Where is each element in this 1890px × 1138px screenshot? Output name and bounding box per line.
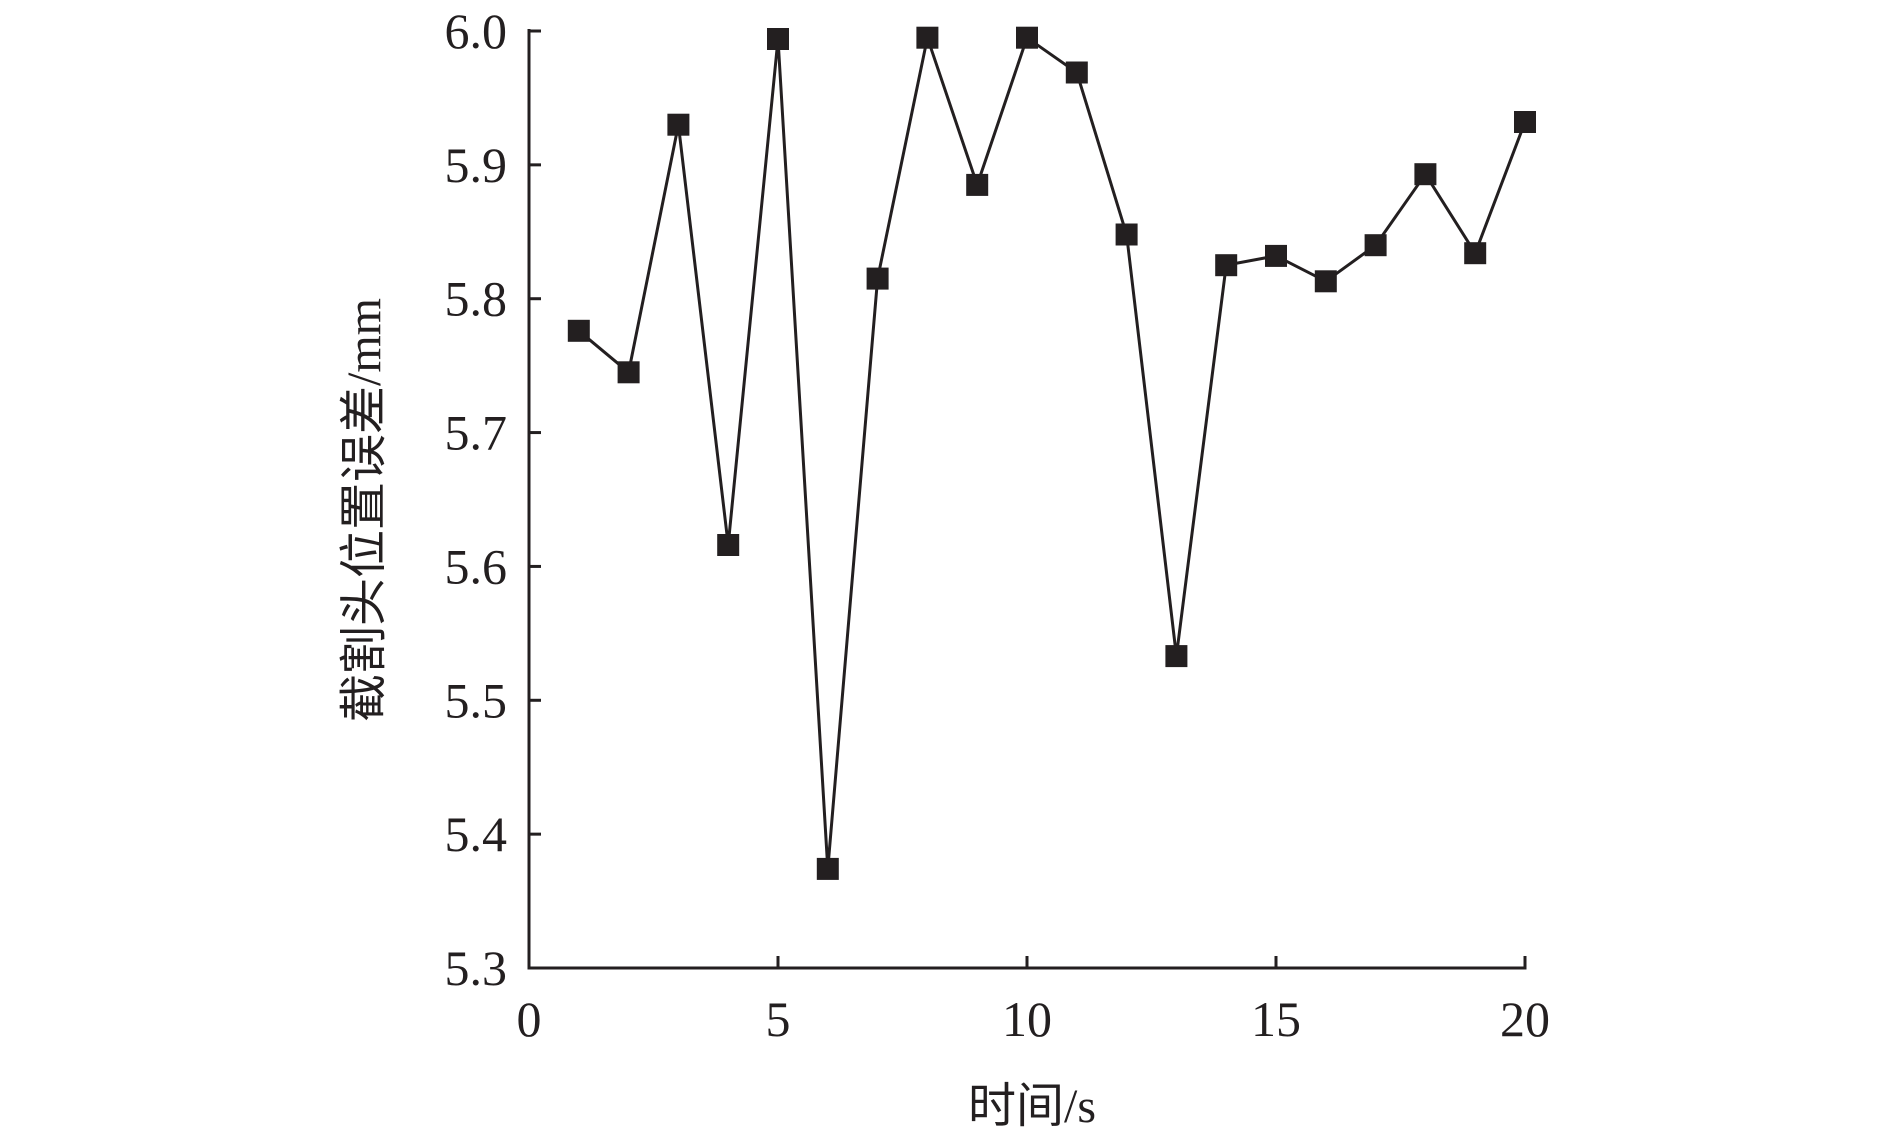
x-axis-title: 时间/s bbox=[968, 1080, 1096, 1133]
x-tick-label: 5 bbox=[766, 991, 791, 1047]
data-point bbox=[916, 26, 939, 49]
x-tick-label: 15 bbox=[1251, 991, 1301, 1047]
data-point bbox=[966, 173, 989, 196]
data-point bbox=[1364, 234, 1387, 257]
data-point bbox=[767, 28, 789, 50]
data-point bbox=[816, 857, 839, 880]
x-tick-label: 20 bbox=[1500, 991, 1550, 1047]
series-layer bbox=[567, 26, 1536, 880]
x-tick-label: 0 bbox=[517, 991, 542, 1047]
y-tick-label: 5.5 bbox=[445, 672, 508, 728]
y-tick-label: 6.0 bbox=[445, 3, 508, 59]
data-point bbox=[1115, 223, 1138, 246]
data-point bbox=[667, 113, 690, 136]
data-point bbox=[1464, 242, 1487, 265]
y-tick-label: 5.7 bbox=[445, 405, 508, 461]
axes: 5.3 5.4 5.5 5.6 5.7 5.8 5.9 6.0 0 5 10 15 20 bbox=[445, 3, 1551, 1047]
y-tick-label: 5.6 bbox=[445, 538, 508, 594]
y-tick-label: 5.9 bbox=[445, 137, 508, 193]
y-tick-label: 5.3 bbox=[445, 940, 508, 996]
x-tick-label: 10 bbox=[1002, 991, 1052, 1047]
y-tick-label: 5.8 bbox=[445, 271, 508, 327]
data-point bbox=[1215, 254, 1238, 277]
data-point bbox=[617, 361, 640, 384]
data-point bbox=[1016, 26, 1038, 49]
data-point bbox=[866, 267, 889, 290]
series-line bbox=[577, 31, 1527, 870]
data-point bbox=[567, 319, 590, 342]
y-tick-label: 5.4 bbox=[445, 806, 508, 862]
data-point bbox=[1314, 270, 1337, 293]
data-point bbox=[1065, 61, 1088, 84]
data-point bbox=[1165, 645, 1188, 668]
data-point bbox=[1514, 111, 1536, 133]
data-point bbox=[1265, 244, 1287, 267]
data-point bbox=[1414, 163, 1437, 186]
y-axis-title: 截割头位置误差/mm bbox=[338, 298, 391, 722]
data-point bbox=[717, 534, 740, 556]
